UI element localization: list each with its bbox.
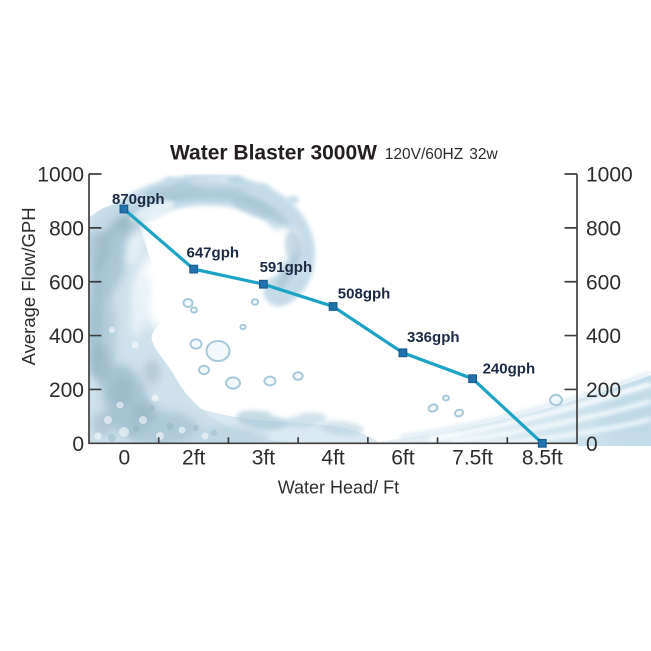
svg-text:508gph: 508gph (338, 285, 391, 302)
svg-text:32w: 32w (469, 146, 498, 163)
svg-text:400: 400 (49, 325, 84, 348)
svg-text:591gph: 591gph (260, 259, 313, 276)
svg-text:7.5ft: 7.5ft (452, 447, 493, 470)
svg-text:800: 800 (586, 218, 621, 241)
svg-text:240gph: 240gph (483, 360, 536, 377)
svg-text:2ft: 2ft (182, 447, 206, 470)
svg-text:400: 400 (586, 325, 621, 348)
svg-text:600: 600 (49, 271, 84, 294)
svg-text:Water Head/ Ft: Water Head/ Ft (278, 478, 399, 498)
svg-text:1000: 1000 (586, 164, 633, 187)
svg-text:0: 0 (586, 433, 598, 456)
svg-text:4ft: 4ft (321, 447, 345, 470)
svg-text:8.5ft: 8.5ft (522, 447, 563, 470)
svg-text:647gph: 647gph (187, 244, 240, 261)
svg-text:Average Flow/GPH: Average Flow/GPH (18, 207, 39, 365)
svg-text:200: 200 (49, 379, 84, 402)
svg-text:3ft: 3ft (252, 447, 276, 470)
svg-text:0: 0 (72, 433, 84, 456)
svg-text:336gph: 336gph (407, 329, 460, 346)
svg-text:200: 200 (586, 379, 621, 402)
svg-text:870gph: 870gph (112, 191, 165, 208)
svg-text:800: 800 (49, 218, 84, 241)
svg-text:1000: 1000 (37, 164, 84, 187)
svg-text:6ft: 6ft (391, 447, 415, 470)
svg-text:600: 600 (586, 271, 621, 294)
svg-text:120V/60HZ: 120V/60HZ (385, 146, 463, 163)
svg-text:0: 0 (118, 447, 130, 470)
svg-text:Water Blaster 3000W: Water Blaster 3000W (170, 141, 377, 164)
